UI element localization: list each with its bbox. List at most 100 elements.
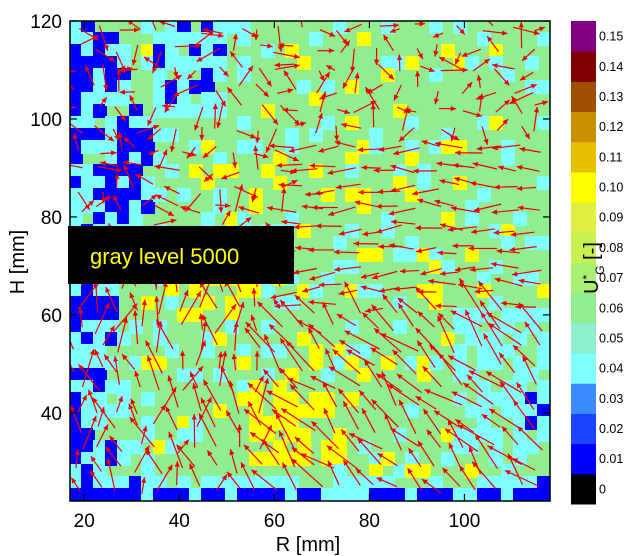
vector-arrow (78, 364, 100, 392)
vector-arrowhead (187, 73, 193, 80)
x-tick-label: 60 (264, 511, 285, 532)
vector-arrowhead (436, 161, 443, 167)
vector-arrowhead (408, 448, 414, 455)
vector-arrowhead (362, 408, 367, 415)
vector-arrowhead (250, 314, 256, 321)
colorbar-segment (571, 322, 596, 354)
heatmap-cell (225, 488, 239, 501)
vector-arrowhead (465, 309, 471, 316)
vector-arrowhead (461, 52, 468, 57)
heatmap-cell (177, 21, 191, 34)
heatmap-cell (81, 104, 95, 118)
heatmap-cell (537, 32, 550, 46)
heatmap-cell (273, 392, 287, 406)
vector-arrowhead (129, 417, 136, 423)
vector-arrowhead (377, 189, 384, 195)
vector-arrowhead (248, 401, 254, 408)
vector-arrowhead (117, 132, 123, 138)
heatmap-cell (465, 428, 479, 442)
vector-arrow (258, 377, 269, 414)
heatmap-cell (525, 404, 539, 418)
vector-arrowhead (250, 133, 257, 139)
heatmap-cell (81, 56, 95, 70)
vector-arrowhead (434, 199, 441, 205)
vector-arrowhead (518, 21, 524, 28)
vector-arrowhead (162, 149, 168, 156)
heatmap-cell (141, 464, 155, 478)
vector-arrowhead (487, 36, 493, 42)
vector-arrow (308, 323, 336, 348)
vector-arrowhead (272, 118, 278, 125)
vector-arrowhead (392, 349, 399, 356)
vector-arrowhead (428, 67, 435, 73)
vector-arrowhead (270, 294, 277, 300)
vector-arrowhead (413, 168, 419, 174)
vector-arrowhead (216, 122, 222, 128)
heatmap-cell (333, 236, 347, 250)
vector-arrow (398, 399, 417, 434)
heatmap-cell (441, 140, 455, 154)
vector-arrowhead (71, 477, 77, 484)
vector-arrowhead (417, 198, 424, 204)
heatmap-cell (537, 428, 550, 442)
heatmap-cell (525, 392, 539, 406)
heatmap-cell (249, 452, 263, 466)
vector-arrowhead (231, 162, 238, 168)
heatmap-cell (70, 21, 83, 34)
vector-arrow (266, 390, 299, 408)
vector-arrowhead (267, 205, 273, 212)
vector-arrowhead (70, 405, 75, 412)
heatmap-cell (81, 140, 95, 154)
vector-arrowhead (78, 364, 85, 371)
vector-arrowhead (394, 286, 400, 292)
heatmap-cell (369, 284, 383, 298)
heatmap-cell (93, 464, 107, 478)
heatmap-cell (381, 212, 395, 226)
heatmap-cell (297, 488, 311, 501)
vector-arrowhead (371, 304, 378, 311)
vector-arrowhead (393, 150, 400, 156)
heatmap-cell (225, 476, 239, 490)
heatmap-cell (393, 464, 407, 478)
heatmap-cell (321, 392, 335, 406)
vector-arrow (486, 312, 522, 334)
heatmap-cell (489, 392, 503, 406)
vector-arrowhead (173, 91, 180, 97)
heatmap-cell (189, 104, 203, 118)
heatmap-cell (261, 344, 275, 358)
vector-arrowhead (463, 383, 470, 389)
vector-arrowhead (247, 65, 253, 72)
vector-arrowhead (142, 425, 148, 432)
heatmap-cell (417, 356, 431, 370)
vector-arrowhead (483, 58, 490, 65)
colorbar-label: 0.01 (599, 452, 623, 466)
heatmap-cell (81, 284, 95, 298)
vector-arrowhead (147, 9, 152, 15)
heatmap-cell (70, 200, 83, 214)
heatmap-cell (70, 368, 83, 382)
vector-arrowhead (496, 248, 503, 254)
heatmap-cell (153, 44, 167, 58)
heatmap-cell (93, 104, 107, 118)
heatmap-cell (129, 356, 143, 370)
vector-arrow (107, 457, 116, 492)
heatmap-cell (465, 332, 479, 346)
vector-arrowhead (263, 91, 269, 97)
vector-arrowhead (159, 21, 166, 26)
heatmap-cell (489, 428, 503, 442)
heatmap-cell (201, 212, 215, 226)
vector-arrowhead (131, 59, 137, 66)
vector-arrowhead (295, 245, 302, 251)
vector-arrowhead (113, 195, 119, 202)
heatmap-cell (273, 344, 287, 358)
heatmap-cell (93, 416, 107, 430)
colorbar-label: 0.04 (599, 362, 623, 376)
heatmap-cell (405, 248, 419, 262)
annotation-text: gray level 5000 (90, 244, 239, 269)
vector-arrowhead (511, 271, 518, 277)
vector-arrowhead (176, 444, 182, 451)
vector-arrow (91, 397, 116, 429)
heatmap-cell (513, 488, 527, 501)
vector-arrowhead (344, 109, 350, 115)
vector-arrowhead (329, 31, 336, 37)
